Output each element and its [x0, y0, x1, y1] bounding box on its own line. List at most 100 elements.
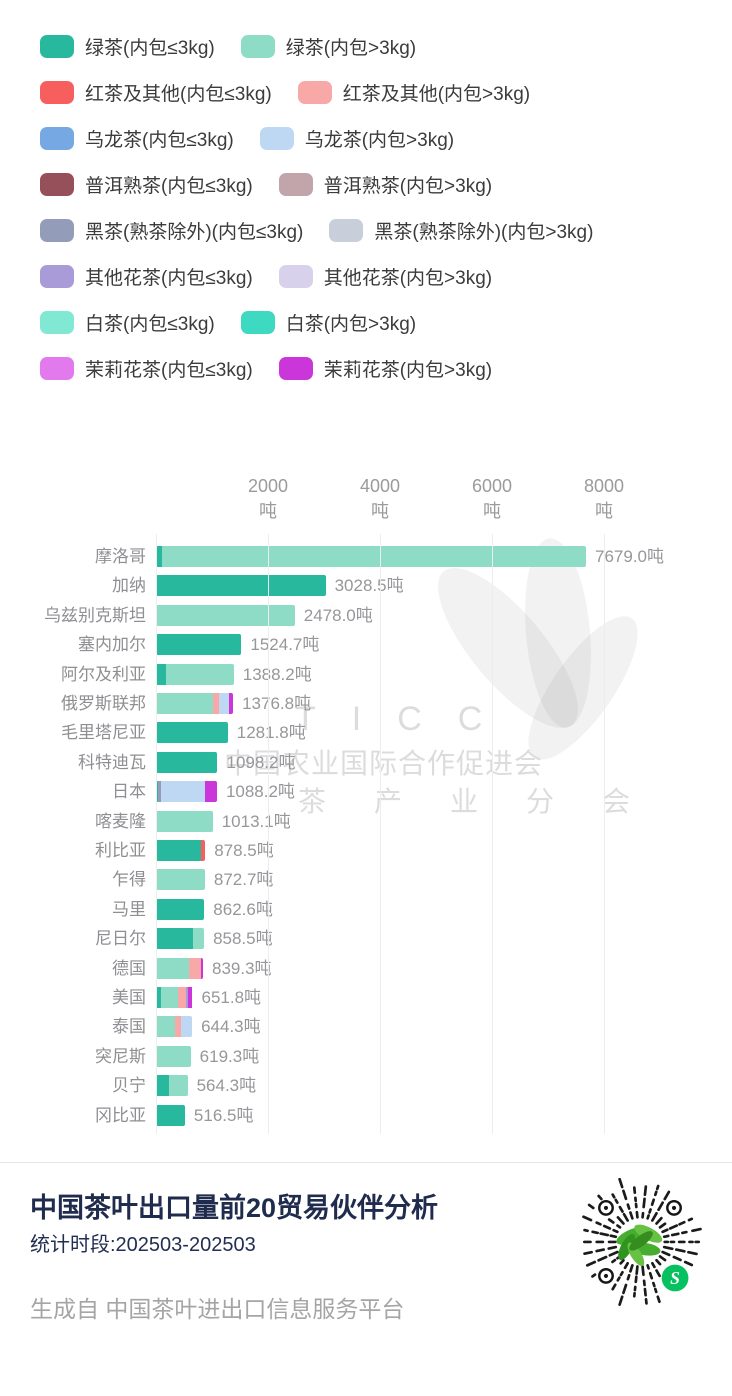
bar-segment: [188, 987, 193, 1008]
bar-segment: [156, 928, 194, 950]
gridline: [492, 534, 493, 1134]
legend-label: 普洱熟茶(内包>3kg): [323, 176, 493, 197]
legend-swatch-icon: [40, 265, 74, 288]
legend-swatch-icon: [40, 173, 74, 196]
category-label: 摩洛哥: [95, 547, 146, 566]
bar-segment: [162, 546, 586, 567]
legend-item: 其他花茶(内包≤3kg): [40, 263, 253, 290]
value-label: 1388.2吨: [242, 664, 312, 684]
legend-swatch-icon: [240, 311, 275, 334]
wechat-badge-icon: S: [661, 1264, 689, 1292]
legend-swatch-icon: [278, 357, 313, 380]
category-label: 加纳: [112, 576, 146, 596]
bar: [156, 604, 295, 626]
legend-swatch-icon: [329, 219, 364, 242]
bar-segment: [174, 1016, 181, 1038]
bar-row: 摩洛哥 7679.0吨: [0, 542, 732, 571]
legend-row: 红茶及其他(内包≤3kg) 红茶及其他(内包>3kg): [40, 79, 593, 106]
category-label: 毛里塔尼亚: [61, 723, 146, 743]
value-label: 2478.0吨: [303, 605, 373, 625]
value-label: 516.5吨: [193, 1105, 254, 1125]
bar-row: 喀麦隆 1013.1吨: [0, 807, 732, 836]
value-label: 644.3吨: [201, 1017, 261, 1037]
bar-row: 贝宁 564.3吨: [0, 1071, 732, 1100]
bar-row: 俄罗斯联邦 1376.8吨: [0, 689, 732, 718]
category-label: 马里: [112, 899, 146, 919]
value-label: 1013.1吨: [221, 811, 291, 831]
legend-row: 白茶(内包≤3kg) 白茶(内包>3kg): [40, 309, 593, 336]
bar: [156, 840, 206, 861]
bar-segment: [156, 1016, 175, 1038]
legend-swatch-icon: [40, 311, 74, 334]
bar-row: 德国 839.3吨: [0, 954, 732, 983]
value-label: 1376.8吨: [242, 694, 312, 713]
bar-row: 乍得 872.7吨: [0, 865, 732, 894]
bar-segment: [156, 957, 189, 979]
bar-segment: [156, 869, 205, 891]
legend-swatch-icon: [40, 127, 74, 150]
watermark-branch-text: 茶产业分会: [298, 786, 679, 817]
value-label: 619.3吨: [199, 1046, 260, 1066]
legend-row: 绿茶(内包≤3kg) 绿茶(内包>3kg): [40, 33, 593, 60]
bar-segment: [156, 634, 242, 656]
qr-code: S: [582, 1178, 702, 1306]
legend-label: 普洱熟茶(内包≤3kg): [85, 176, 253, 197]
axis-tick-value: 4000: [359, 476, 401, 496]
watermark-leaf-icon: [438, 538, 638, 760]
bar: [156, 751, 218, 773]
bar-segment: [178, 987, 186, 1008]
gridline: [604, 534, 605, 1134]
axis-tick-unit: 吨: [258, 501, 277, 521]
bar-segment: [156, 751, 218, 773]
bar-row: 美国 651.8吨: [0, 983, 732, 1012]
category-label: 泰国: [112, 1017, 146, 1037]
legend-label: 红茶及其他(内包>3kg): [342, 84, 531, 105]
bar-row: 塞内加尔 1524.7吨: [0, 630, 732, 659]
category-label: 贝宁: [112, 1076, 146, 1096]
bar-segment: [201, 840, 206, 861]
category-label: 俄罗斯联邦: [61, 694, 146, 713]
bar-segment: [185, 987, 189, 1008]
bar: [156, 928, 205, 950]
legend-label: 乌龙茶(内包>3kg): [304, 130, 455, 151]
legend-row: 黑茶(熟茶除外)(内包≤3kg) 黑茶(熟茶除外)(内包>3kg): [40, 217, 593, 244]
bar: [156, 1016, 193, 1038]
bar-segment: [201, 957, 203, 979]
value-label: 7679.0吨: [595, 547, 665, 566]
legend-item: 普洱熟茶(内包>3kg): [278, 171, 493, 198]
bar-segment: [156, 987, 162, 1008]
bar-segment: [169, 1075, 188, 1097]
legend-row: 其他花茶(内包≤3kg) 其他花茶(内包>3kg): [40, 263, 593, 290]
bar-row: 阿尔及利亚 1388.2吨: [0, 660, 732, 689]
value-label: 862.6吨: [213, 899, 273, 919]
bar-segment: [229, 693, 234, 714]
legend-item: 绿茶(内包≤3kg): [40, 33, 215, 60]
bar: [156, 722, 228, 744]
bar-segment: [188, 957, 202, 979]
legend-label: 白茶(内包≤3kg): [85, 314, 215, 335]
bar: [156, 810, 213, 832]
legend-label: 其他花茶(内包>3kg): [323, 268, 493, 289]
bar-segment: [156, 840, 202, 861]
category-label: 塞内加尔: [78, 635, 146, 655]
legend-label: 茉莉花茶(内包>3kg): [323, 360, 493, 381]
bar: [156, 546, 586, 567]
axis-tick-value: 6000: [471, 476, 513, 496]
qr-locator-icon: [598, 1199, 682, 1284]
bar: [156, 1075, 188, 1097]
bar-segment: [156, 663, 167, 685]
category-label: 尼日尔: [95, 929, 146, 949]
bar: [156, 1045, 191, 1067]
axis-tick-unit: 吨: [370, 501, 389, 521]
legend-label: 白茶(内包>3kg): [285, 314, 417, 335]
bar-row: 冈比亚 516.5吨: [0, 1101, 732, 1130]
gridline: [380, 534, 381, 1134]
bar-segment: [156, 604, 295, 626]
value-label: 651.8吨: [201, 988, 262, 1007]
legend-swatch-icon: [40, 219, 74, 242]
category-label: 乌兹别克斯坦: [44, 605, 146, 625]
bar: [156, 663, 234, 685]
bar-row: 毛里塔尼亚 1281.8吨: [0, 718, 732, 747]
bar-row: 日本 1088.2吨: [0, 777, 732, 806]
legend-label: 茉莉花茶(内包≤3kg): [85, 360, 253, 381]
